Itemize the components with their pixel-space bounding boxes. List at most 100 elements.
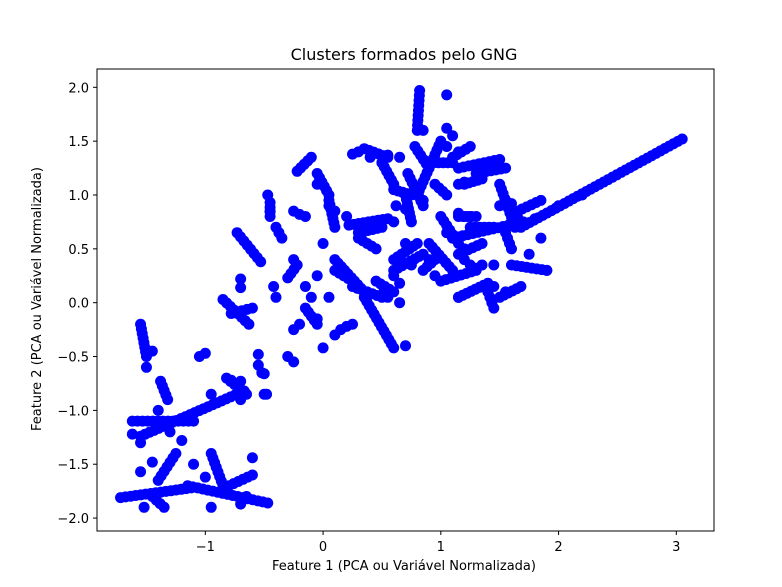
data-point — [135, 437, 147, 449]
data-point — [476, 237, 488, 249]
data-point — [452, 146, 464, 158]
data-point — [299, 281, 311, 293]
x-tick-label: 1 — [437, 540, 445, 555]
data-point — [217, 480, 229, 492]
data-point — [553, 200, 565, 212]
plot-frame — [96, 68, 715, 532]
data-point — [323, 291, 335, 303]
data-point — [417, 194, 429, 206]
data-point — [138, 501, 150, 513]
data-point — [246, 302, 258, 314]
data-point — [146, 456, 158, 468]
data-point — [376, 157, 388, 169]
data-point — [126, 428, 138, 440]
data-point — [505, 243, 517, 255]
data-point — [417, 124, 429, 136]
data-point — [205, 388, 217, 400]
data-point — [243, 318, 255, 330]
data-point — [170, 447, 182, 459]
data-point — [323, 189, 335, 201]
data-point — [317, 237, 329, 249]
data-point — [494, 153, 506, 165]
data-point — [452, 291, 464, 303]
data-point — [347, 275, 359, 287]
data-point — [276, 232, 288, 244]
data-point — [317, 342, 329, 354]
data-point — [441, 122, 453, 134]
x-tick-label: −1 — [196, 540, 215, 555]
data-point — [341, 211, 353, 223]
data-point — [400, 203, 411, 215]
data-point — [370, 243, 382, 255]
data-point — [288, 254, 300, 266]
data-point — [529, 213, 541, 225]
data-point — [311, 178, 323, 190]
data-point — [388, 342, 400, 354]
data-point — [347, 318, 359, 330]
data-point — [225, 374, 237, 386]
x-tick-label: 2 — [554, 540, 562, 555]
data-point — [329, 205, 341, 217]
data-point — [541, 264, 553, 276]
data-point — [523, 248, 535, 260]
data-point — [394, 277, 406, 289]
data-point — [500, 286, 512, 298]
data-point — [140, 361, 152, 373]
x-axis-label: Feature 1 (PCA ou Variável Normalizada) — [272, 559, 536, 574]
data-point — [188, 458, 200, 470]
data-point — [464, 211, 476, 223]
data-point — [500, 162, 512, 174]
data-point — [458, 243, 470, 255]
data-point — [515, 281, 527, 293]
data-point — [476, 259, 488, 271]
data-point — [488, 259, 500, 271]
y-tick-label: −0.5 — [57, 351, 89, 366]
chart-title: Clusters formados pelo GNG — [291, 45, 518, 64]
data-point — [264, 205, 276, 217]
data-point — [235, 498, 247, 510]
y-tick-label: −1.0 — [57, 404, 89, 419]
y-tick-label: 1.5 — [68, 135, 89, 150]
y-tick-label: −1.5 — [57, 458, 89, 473]
y-axis-label: Feature 2 (PCA ou Variável Normalizada) — [30, 167, 45, 431]
data-point — [535, 232, 547, 244]
data-point — [235, 375, 247, 387]
data-point — [390, 200, 402, 212]
data-point — [246, 452, 258, 464]
axes: −1 0 1 2 3 −2.0 −1.5 −1.0 −0.5 0.0 0.5 1.0 1.5 2.0 — [57, 81, 680, 555]
data-point — [176, 435, 188, 447]
data-point — [488, 302, 500, 314]
data-point — [382, 149, 394, 161]
data-point — [152, 404, 164, 416]
data-point — [329, 221, 341, 233]
data-point — [205, 501, 217, 513]
data-point — [388, 270, 400, 282]
plot-area — [115, 85, 688, 513]
data-point — [394, 151, 406, 163]
data-point — [441, 141, 453, 153]
data-point — [352, 146, 364, 158]
data-point — [411, 237, 423, 249]
data-point — [261, 388, 273, 400]
data-point — [158, 501, 170, 513]
data-point — [255, 256, 267, 268]
data-point — [505, 198, 517, 210]
y-tick-label: 1.0 — [68, 189, 89, 204]
data-point — [423, 254, 435, 266]
data-point — [464, 141, 476, 153]
y-tick-label: −2.0 — [57, 512, 89, 527]
data-point — [241, 491, 253, 503]
data-point — [400, 237, 411, 249]
data-point — [199, 347, 211, 359]
data-point — [488, 281, 500, 293]
data-point — [394, 297, 406, 309]
data-point — [535, 194, 547, 206]
data-point — [364, 151, 376, 163]
data-point — [447, 130, 459, 142]
data-point — [400, 340, 411, 352]
data-point — [441, 189, 453, 201]
data-point — [235, 273, 247, 285]
data-point — [288, 356, 300, 368]
data-point — [511, 211, 523, 223]
